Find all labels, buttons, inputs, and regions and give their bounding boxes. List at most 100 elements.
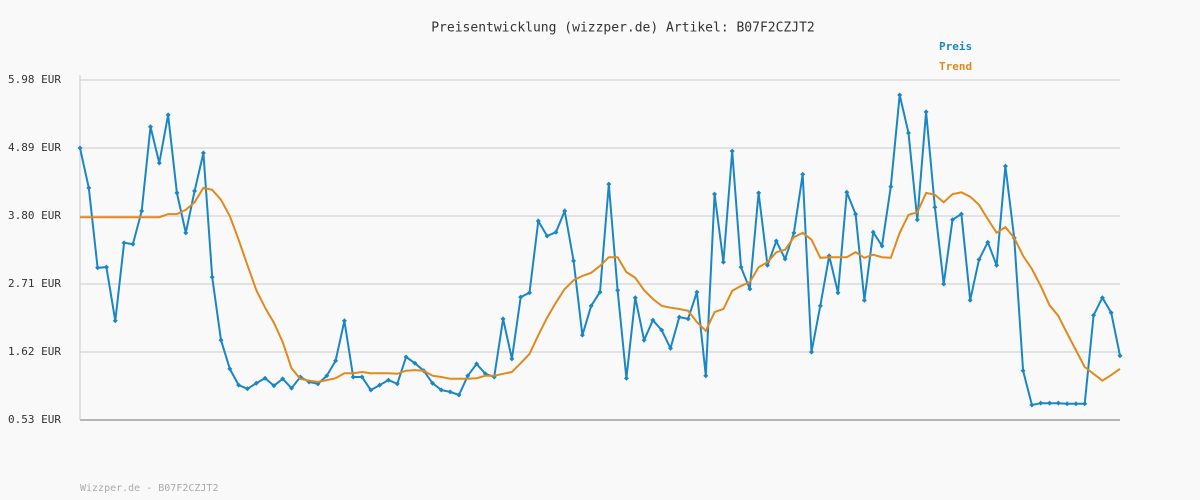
point-marker [262,375,268,381]
point-marker [1038,400,1044,406]
point-marker [377,382,383,388]
point-marker [729,148,735,154]
point-marker [500,316,506,322]
point-marker [994,262,1000,268]
point-marker [571,258,577,264]
point-marker [1064,401,1070,407]
point-marker [809,349,815,355]
point-marker [253,380,259,386]
point-marker [668,345,674,351]
point-marker [86,185,92,191]
point-marker [526,290,532,296]
point-marker [879,243,885,249]
point-marker [209,274,215,280]
point-marker [438,387,444,393]
legend-label: Trend [939,60,972,73]
point-marker [174,190,180,196]
point-marker [747,286,753,292]
point-marker [641,337,647,343]
point-marker [77,145,83,151]
point-marker [1108,310,1114,316]
point-marker [148,124,154,130]
point-marker [553,229,559,235]
point-marker [130,241,136,247]
point-marker [976,257,982,263]
point-marker [853,211,859,217]
point-marker [192,188,198,194]
y-tick-label: 0.53 EUR [8,413,61,426]
point-marker [941,281,947,287]
point-marker [685,316,691,322]
point-marker [244,386,250,392]
point-marker [782,256,788,262]
point-marker [985,239,991,245]
point-marker [1002,163,1008,169]
point-marker [341,318,347,324]
y-tick-label: 2.71 EUR [8,277,61,290]
point-marker [738,264,744,270]
point-marker [800,171,806,177]
point-marker [227,366,233,372]
point-marker [712,191,718,197]
point-marker [905,130,911,136]
point-marker [200,150,206,156]
point-marker [897,92,903,98]
point-marker [676,314,682,320]
point-marker [280,376,286,382]
point-marker [615,287,621,293]
point-marker [474,361,480,367]
point-marker [632,295,638,301]
point-marker [562,208,568,214]
point-marker [861,297,867,303]
point-marker [456,392,462,398]
point-marker [465,373,471,379]
point-marker [359,374,365,380]
footer: Wizzper.de - B07F2CZJT2 [80,483,218,494]
point-marker [350,374,356,380]
point-marker [236,382,242,388]
point-marker [791,230,797,236]
y-tick-label: 4.89 EUR [8,141,61,154]
point-marker [756,190,762,196]
point-marker [412,360,418,366]
point-marker [1099,295,1105,301]
point-marker [1091,312,1097,318]
y-tick-label: 5.98 EUR [8,73,61,86]
point-marker [518,294,524,300]
point-marker [324,373,330,379]
y-tick-label: 1.62 EUR [8,345,61,358]
point-marker [870,229,876,235]
point-marker [703,373,709,379]
point-marker [403,354,409,360]
point-marker [1073,401,1079,407]
point-marker [958,211,964,217]
point-marker [535,218,541,224]
point-marker [95,265,101,271]
point-marker [923,109,929,115]
point-marker [368,387,374,393]
point-marker [156,160,162,166]
point-marker [659,327,665,333]
point-marker [1055,400,1061,406]
point-marker [112,318,118,324]
point-marker [1117,353,1123,359]
point-marker [773,238,779,244]
point-marker [579,332,585,338]
point-marker [218,337,224,343]
point-marker [509,356,515,362]
point-marker [289,385,295,391]
point-marker [588,303,594,309]
point-marker [447,389,453,395]
point-marker [720,259,726,265]
point-marker [597,289,603,295]
point-marker [1020,368,1026,374]
point-marker [1029,402,1035,408]
point-marker [888,184,894,190]
point-marker [606,181,612,187]
point-marker [650,317,656,323]
point-marker [183,230,189,236]
point-marker [623,375,629,381]
point-marker [835,290,841,296]
point-marker [914,217,920,223]
